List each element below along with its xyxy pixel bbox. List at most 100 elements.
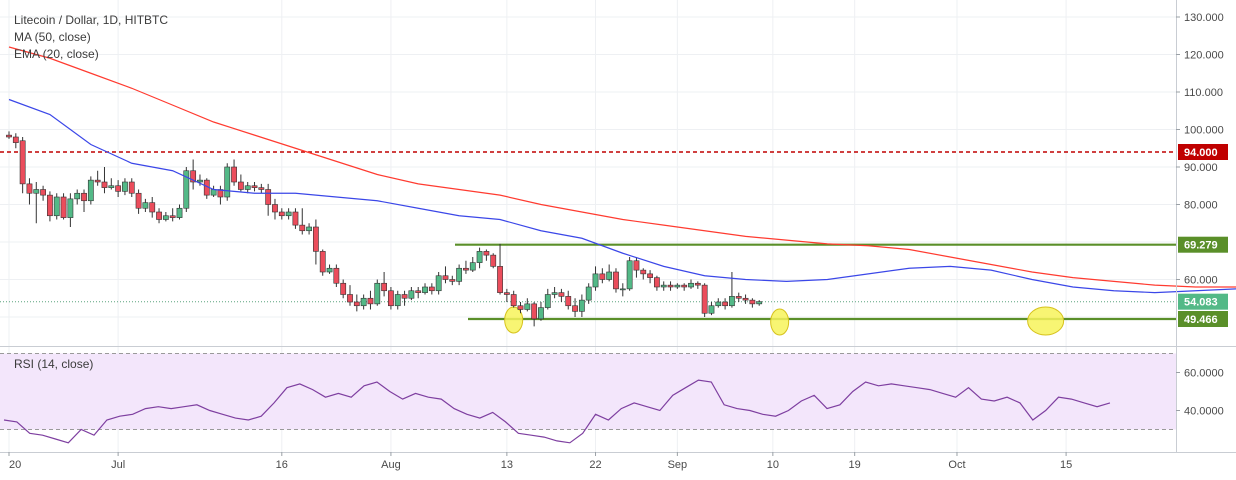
- candle-body: [347, 294, 353, 303]
- candle-body: [449, 279, 456, 282]
- rsi-band: [0, 353, 1176, 430]
- highlight-ellipse: [770, 308, 790, 336]
- time-tick-label: 13: [501, 459, 513, 471]
- candle-body: [353, 301, 360, 307]
- candle-body: [381, 282, 387, 292]
- candle-body: [53, 196, 60, 217]
- candle-body: [231, 166, 237, 183]
- ma50-line: [8, 46, 1236, 288]
- support-label-bg: [1178, 311, 1228, 328]
- candle-body: [606, 271, 613, 280]
- ma-legend[interactable]: MA (50, close): [14, 30, 91, 44]
- candle-body: [224, 166, 231, 198]
- candle-body: [299, 224, 306, 232]
- candle-body: [272, 204, 278, 213]
- candle-body: [688, 282, 694, 288]
- candle-body: [626, 260, 633, 290]
- price-tick-label: 60.000: [1184, 275, 1218, 287]
- candle-body: [592, 273, 599, 288]
- time-tick-label: 16: [276, 459, 288, 471]
- rsi-line: [3, 379, 1111, 444]
- candle-body: [497, 266, 503, 293]
- candle-body: [565, 296, 572, 307]
- candle-body: [12, 136, 19, 143]
- candle-body: [306, 226, 312, 232]
- candle-body: [667, 284, 674, 288]
- last-price-label-bg: [1178, 293, 1228, 310]
- candle-body: [149, 202, 156, 213]
- candle-body: [660, 284, 667, 288]
- candle-body: [183, 170, 190, 209]
- candle-body: [558, 292, 565, 297]
- main-legend: Litecoin / Dollar, 1D, HITBTC MA (50, cl…: [14, 12, 168, 63]
- candle-body: [74, 192, 81, 200]
- candle-body: [388, 290, 394, 307]
- time-tick-label: 15: [1060, 459, 1072, 471]
- candle-body: [162, 215, 169, 220]
- price-tick-label: 90.000: [1184, 162, 1218, 174]
- candle-body: [19, 140, 26, 185]
- candle-body: [435, 275, 442, 292]
- candle-body: [599, 273, 606, 280]
- price-tick-label: 100.000: [1184, 125, 1224, 137]
- price-tick-label: 80.000: [1184, 200, 1218, 212]
- candle-body: [715, 301, 722, 307]
- candle-body: [476, 251, 483, 263]
- candle-body: [619, 288, 626, 291]
- candle-body: [613, 271, 619, 290]
- candle-body: [169, 215, 176, 218]
- candle-body: [749, 299, 756, 305]
- candle-body: [128, 181, 135, 194]
- candle-body: [735, 296, 742, 299]
- candle-body: [87, 179, 94, 202]
- level-lines: [0, 151, 1176, 321]
- candle-body: [94, 179, 101, 183]
- candle-body: [312, 226, 319, 252]
- candle-body: [190, 170, 197, 183]
- candle-body: [340, 282, 347, 295]
- candle-body: [544, 294, 551, 308]
- rsi-title[interactable]: RSI (14, close): [14, 357, 94, 371]
- candle-body: [456, 267, 463, 282]
- price-tick-label: 110.000: [1184, 87, 1223, 99]
- candle-body: [278, 211, 285, 217]
- candle-body: [217, 189, 224, 198]
- candle-body: [244, 185, 251, 190]
- candle-body: [640, 269, 647, 275]
- price-tick-label: 130.000: [1184, 12, 1224, 24]
- candle-body: [142, 202, 149, 209]
- support-label: 69.279: [1184, 240, 1218, 252]
- candle-body: [422, 286, 428, 293]
- candle-body: [108, 185, 115, 188]
- time-tick-label: 20: [9, 459, 21, 471]
- candle-body: [60, 196, 67, 218]
- candle-body: [40, 189, 46, 196]
- candle-body: [538, 307, 544, 320]
- candle-body: [374, 282, 381, 305]
- candle-body: [122, 181, 128, 192]
- time-tick-label: 19: [849, 459, 861, 471]
- candle-body: [633, 260, 640, 271]
- candle-body: [572, 305, 578, 312]
- candle-body: [756, 301, 763, 305]
- candle-body: [401, 294, 408, 299]
- highlight-ellipse: [504, 306, 524, 334]
- candle-body: [285, 211, 292, 217]
- time-tick-label: Jul: [111, 459, 125, 471]
- candle-body: [701, 284, 708, 314]
- candle-body: [551, 292, 558, 295]
- ema-legend[interactable]: EMA (20, close): [14, 47, 99, 61]
- time-tick-label: Aug: [381, 459, 401, 471]
- candle-body: [326, 267, 333, 273]
- candle-body: [463, 267, 469, 271]
- candle-body: [674, 284, 681, 288]
- candle-body: [6, 134, 12, 138]
- candle-body: [333, 267, 340, 284]
- candle-body: [101, 181, 108, 188]
- rsi-tick-label: 60.0000: [1184, 368, 1224, 380]
- resistance-label-bg: [1178, 144, 1228, 160]
- highlight-ellipses: [504, 306, 1065, 336]
- rsi-legend: RSI (14, close): [14, 356, 93, 373]
- symbol-title[interactable]: Litecoin / Dollar, 1D, HITBTC: [14, 13, 169, 27]
